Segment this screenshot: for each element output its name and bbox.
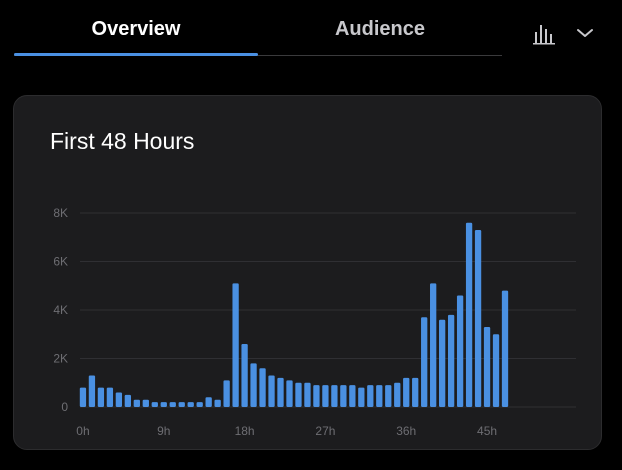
bar[interactable] (492, 334, 500, 407)
tab-divider (14, 55, 502, 56)
bar[interactable] (160, 402, 167, 407)
tab-audience[interactable]: Audience (334, 18, 426, 40)
bar-chart-icon[interactable] (532, 20, 558, 46)
bar[interactable] (277, 377, 284, 407)
tab-overview[interactable]: Overview (91, 18, 181, 40)
bar[interactable] (169, 402, 176, 407)
bar-chart: 0 2K 4K 6K 8K 0h 9h 18h 27h 36h 45h (53, 206, 576, 438)
bar[interactable] (133, 399, 140, 407)
bar[interactable] (483, 326, 491, 407)
bar[interactable] (115, 392, 123, 407)
chevron-down-icon[interactable] (572, 20, 598, 46)
bar[interactable] (196, 402, 203, 407)
bar[interactable] (205, 397, 212, 407)
x-tick-label: 27h (315, 424, 335, 438)
x-tick-label: 45h (477, 424, 497, 438)
x-tick-label: 0h (76, 424, 89, 438)
bar[interactable] (421, 317, 428, 407)
bar[interactable] (394, 382, 401, 407)
bar[interactable] (151, 402, 158, 407)
tab-active-indicator (14, 53, 258, 56)
bar[interactable] (385, 385, 392, 407)
bar[interactable] (474, 229, 482, 407)
bar[interactable] (456, 295, 464, 407)
bar[interactable] (304, 382, 311, 407)
bar[interactable] (259, 368, 266, 407)
bar[interactable] (142, 399, 149, 407)
bar[interactable] (376, 385, 383, 407)
bar[interactable] (367, 385, 374, 407)
y-tick-label: 8K (53, 206, 68, 220)
x-tick-label: 18h (235, 424, 255, 438)
y-tick-label: 6K (53, 255, 68, 269)
bar[interactable] (250, 363, 257, 407)
bar[interactable] (79, 387, 87, 407)
bar[interactable] (187, 402, 194, 407)
bar[interactable] (232, 283, 239, 407)
y-tick-label: 0 (61, 400, 68, 414)
bar[interactable] (412, 377, 419, 407)
bar[interactable] (430, 283, 437, 407)
tab-bar: Overview Audience (0, 0, 622, 60)
bar[interactable] (322, 385, 329, 407)
bar[interactable] (214, 399, 221, 407)
bar[interactable] (465, 222, 473, 407)
bar[interactable] (349, 385, 356, 407)
bar[interactable] (124, 394, 131, 407)
bar[interactable] (223, 380, 230, 407)
bar[interactable] (447, 314, 455, 407)
x-tick-label: 36h (396, 424, 416, 438)
card-title: First 48 Hours (50, 128, 195, 154)
bar[interactable] (268, 375, 275, 407)
bar[interactable] (340, 385, 347, 407)
bar[interactable] (295, 382, 302, 407)
bar[interactable] (403, 377, 410, 407)
bar[interactable] (88, 375, 96, 407)
bar-chart-icon-glyph (533, 25, 555, 45)
y-tick-label: 4K (53, 303, 68, 317)
bar[interactable] (106, 387, 114, 407)
bar[interactable] (286, 380, 293, 407)
bar[interactable] (501, 290, 509, 407)
chart-card: First 48 Hours 0 2K 4K 6K 8K 0h 9h 18h 27h 36h 45h (13, 95, 602, 450)
chevron-down-icon-glyph (577, 29, 593, 37)
bar[interactable] (439, 319, 446, 407)
bar[interactable] (358, 387, 365, 407)
x-tick-label: 9h (157, 424, 170, 438)
bar[interactable] (97, 387, 105, 407)
bar[interactable] (331, 385, 338, 407)
bar[interactable] (313, 385, 320, 407)
bar[interactable] (178, 402, 185, 407)
y-tick-label: 2K (53, 352, 68, 366)
bar[interactable] (241, 343, 248, 407)
